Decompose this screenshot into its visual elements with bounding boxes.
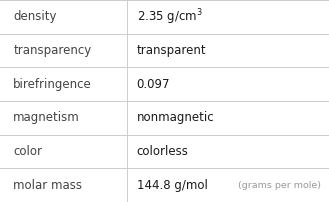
Text: density: density xyxy=(13,10,57,23)
Text: color: color xyxy=(13,145,42,158)
Text: magnetism: magnetism xyxy=(13,111,80,124)
Text: molar mass: molar mass xyxy=(13,179,82,192)
Text: 2.35 g/cm$^{3}$: 2.35 g/cm$^{3}$ xyxy=(137,7,202,27)
Text: 144.8 g/mol: 144.8 g/mol xyxy=(137,179,215,192)
Text: colorless: colorless xyxy=(137,145,189,158)
Text: 0.097: 0.097 xyxy=(137,78,170,91)
Text: (grams per mole): (grams per mole) xyxy=(238,181,321,190)
Text: transparency: transparency xyxy=(13,44,91,57)
Text: nonmagnetic: nonmagnetic xyxy=(137,111,214,124)
Text: transparent: transparent xyxy=(137,44,206,57)
Text: birefringence: birefringence xyxy=(13,78,92,91)
